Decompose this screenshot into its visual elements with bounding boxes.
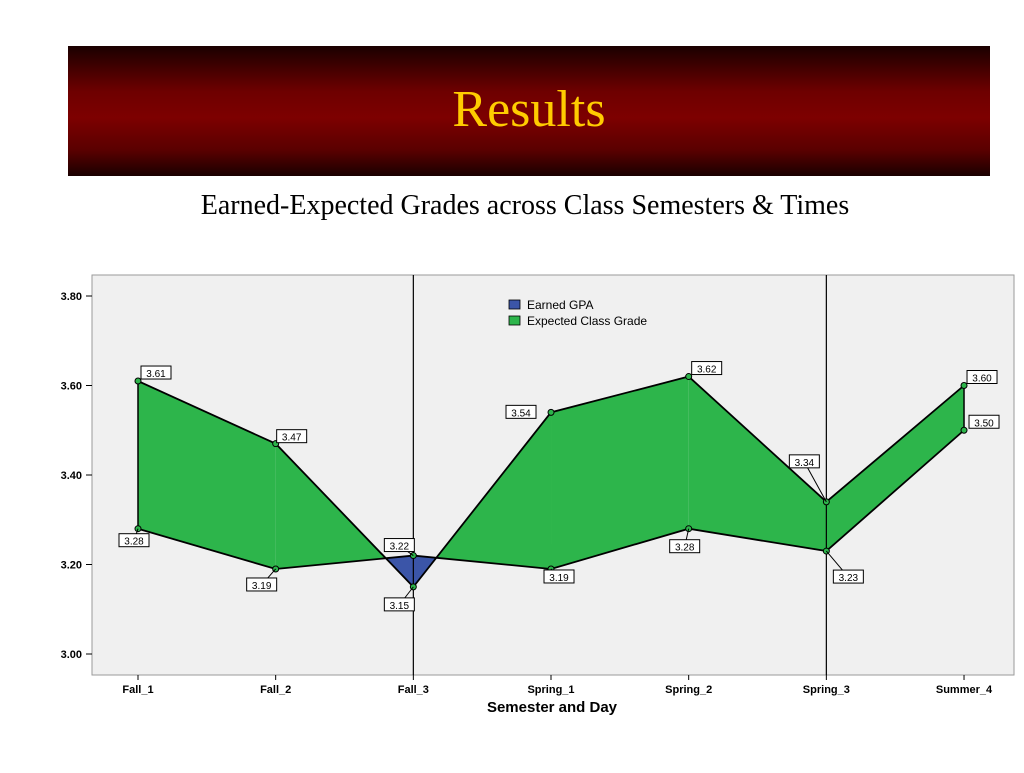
legend-swatch xyxy=(508,299,521,310)
y-tick-label: 3.40 xyxy=(61,470,82,482)
legend-label: Expected Class Grade xyxy=(527,314,647,328)
x-tick-label: Fall_2 xyxy=(260,684,291,696)
x-tick-label: Spring_2 xyxy=(665,684,712,696)
earned-gpa-point xyxy=(960,426,968,434)
earned-data-label-box xyxy=(543,569,575,584)
area-segment xyxy=(688,376,827,552)
legend-swatch xyxy=(508,315,521,326)
expected-data-label-box xyxy=(966,370,998,384)
expected-data-label: 3.62 xyxy=(697,365,717,376)
data-label-connector xyxy=(803,461,827,503)
expected-data-label: 3.60 xyxy=(972,374,992,385)
expected-grade-point xyxy=(960,382,968,389)
slide-title: Results xyxy=(452,80,606,138)
title-banner: Results xyxy=(68,46,990,176)
expected-grade-point xyxy=(134,377,142,385)
earned-data-label-box xyxy=(246,577,278,592)
area-segment xyxy=(436,412,552,569)
expected-grade-point xyxy=(685,373,693,381)
y-tick-label: 3.00 xyxy=(61,649,82,661)
expected-data-label-box xyxy=(383,597,415,612)
earned-data-label-box xyxy=(669,539,701,554)
x-axis-title: Semester and Day xyxy=(487,699,618,716)
earned-data-label: 3.28 xyxy=(675,543,695,554)
expected-data-label-box xyxy=(276,429,308,444)
area-segment xyxy=(275,443,386,569)
earned-data-label: 3.19 xyxy=(252,581,272,592)
earned-data-label: 3.50 xyxy=(974,418,994,429)
x-tick-label: Spring_3 xyxy=(803,684,850,696)
expected-data-label: 3.61 xyxy=(146,369,166,380)
legend-label: Earned GPA xyxy=(527,298,593,312)
expected-grade-point xyxy=(547,408,555,416)
x-tick-label: Fall_3 xyxy=(398,684,429,696)
expected-data-label-box xyxy=(140,365,172,380)
y-tick-label: 3.60 xyxy=(61,381,82,393)
expected-data-label-box xyxy=(788,454,820,469)
earned-data-label: 3.19 xyxy=(549,573,569,584)
earned-data-label: 3.28 xyxy=(124,537,144,548)
slide-subtitle: Earned-Expected Grades across Class Seme… xyxy=(200,190,850,221)
expected-data-label: 3.47 xyxy=(282,433,302,444)
area-segment xyxy=(826,385,965,552)
x-tick-label: Summer_4 xyxy=(936,684,993,696)
expected-data-label: 3.15 xyxy=(390,601,410,612)
y-tick-label: 3.80 xyxy=(61,291,82,303)
expected-data-label: 3.54 xyxy=(511,408,531,419)
earned-data-label-box xyxy=(383,538,415,553)
earned-data-label: 3.23 xyxy=(839,573,859,584)
x-tick-label: Fall_1 xyxy=(122,684,153,696)
expected-data-label-box xyxy=(691,361,723,376)
area-segment xyxy=(138,381,276,569)
y-tick-label: 3.20 xyxy=(61,560,82,572)
earned-data-label: 3.22 xyxy=(390,542,410,553)
expected-data-label: 3.34 xyxy=(795,458,815,469)
x-tick-label: Spring_1 xyxy=(527,684,574,696)
earned-data-label-box xyxy=(968,414,1000,429)
earned-data-label-box xyxy=(118,533,150,548)
earned-data-label-box xyxy=(832,569,864,584)
expected-data-label-box xyxy=(505,404,537,419)
area-segment xyxy=(551,376,689,569)
